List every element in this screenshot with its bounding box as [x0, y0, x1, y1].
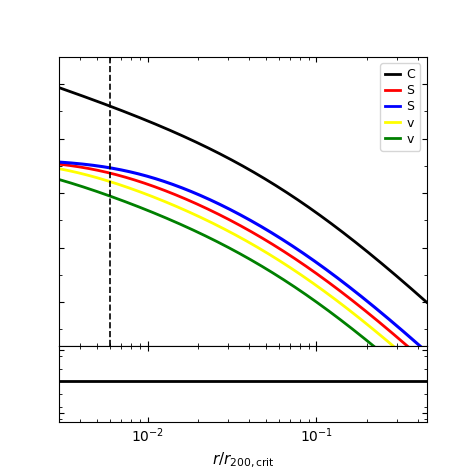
Legend: C, S, S, v, v: C, S, S, v, v: [380, 63, 420, 151]
X-axis label: $r/r_{200,\mathrm{crit}}$: $r/r_{200,\mathrm{crit}}$: [211, 451, 274, 470]
